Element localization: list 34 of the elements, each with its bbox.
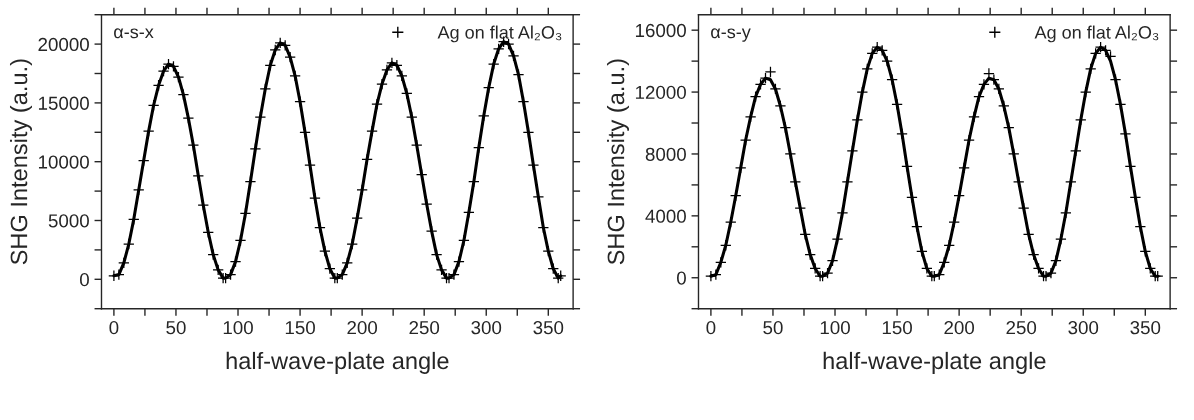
legend-label: Ag on flat Al₂O₃ bbox=[437, 25, 562, 43]
y-tick-label: 10000 bbox=[38, 155, 89, 169]
x-tick-label: 150 bbox=[285, 321, 315, 335]
y-tick-label: 5000 bbox=[48, 214, 89, 228]
x-tick-label: 300 bbox=[471, 321, 502, 335]
annotation: α-s-x bbox=[114, 28, 154, 39]
x-tick-label: 0 bbox=[706, 321, 716, 335]
x-tick-label: 350 bbox=[533, 321, 564, 335]
y-tick-label: 12000 bbox=[635, 85, 686, 100]
y-tick-label: 16000 bbox=[635, 23, 686, 38]
x-tick-label: 200 bbox=[944, 321, 975, 335]
x-tick-label: 100 bbox=[223, 321, 253, 335]
x-tick-label: 350 bbox=[1130, 321, 1161, 335]
legend-label: Ag on flat Al₂O₃ bbox=[1034, 25, 1159, 43]
x-tick-label: 250 bbox=[409, 321, 440, 335]
x-tick-label: 200 bbox=[347, 321, 378, 335]
x-tick-label: 250 bbox=[1006, 321, 1037, 335]
y-axis-title: SHG Intensity (a.u.) bbox=[9, 59, 32, 265]
x-tick-label: 150 bbox=[882, 321, 912, 335]
x-tick-label: 100 bbox=[820, 321, 850, 335]
x-tick-label: 0 bbox=[109, 321, 119, 335]
y-tick-label: 15000 bbox=[38, 96, 89, 110]
annotation: α-s-y bbox=[711, 28, 751, 42]
y-tick-label: 0 bbox=[676, 271, 686, 285]
y-axis-title: SHG Intensity (a.u.) bbox=[606, 59, 629, 265]
x-tick-label: 50 bbox=[763, 321, 783, 335]
x-axis-title: half-wave-plate angle bbox=[226, 351, 449, 374]
y-tick-label: 0 bbox=[79, 273, 89, 287]
x-tick-label: 50 bbox=[166, 321, 186, 335]
y-tick-label: 20000 bbox=[38, 37, 89, 52]
y-tick-label: 4000 bbox=[645, 209, 686, 223]
x-tick-label: 300 bbox=[1068, 321, 1099, 335]
y-tick-label: 8000 bbox=[645, 147, 686, 161]
x-axis-title: half-wave-plate angle bbox=[823, 351, 1046, 374]
